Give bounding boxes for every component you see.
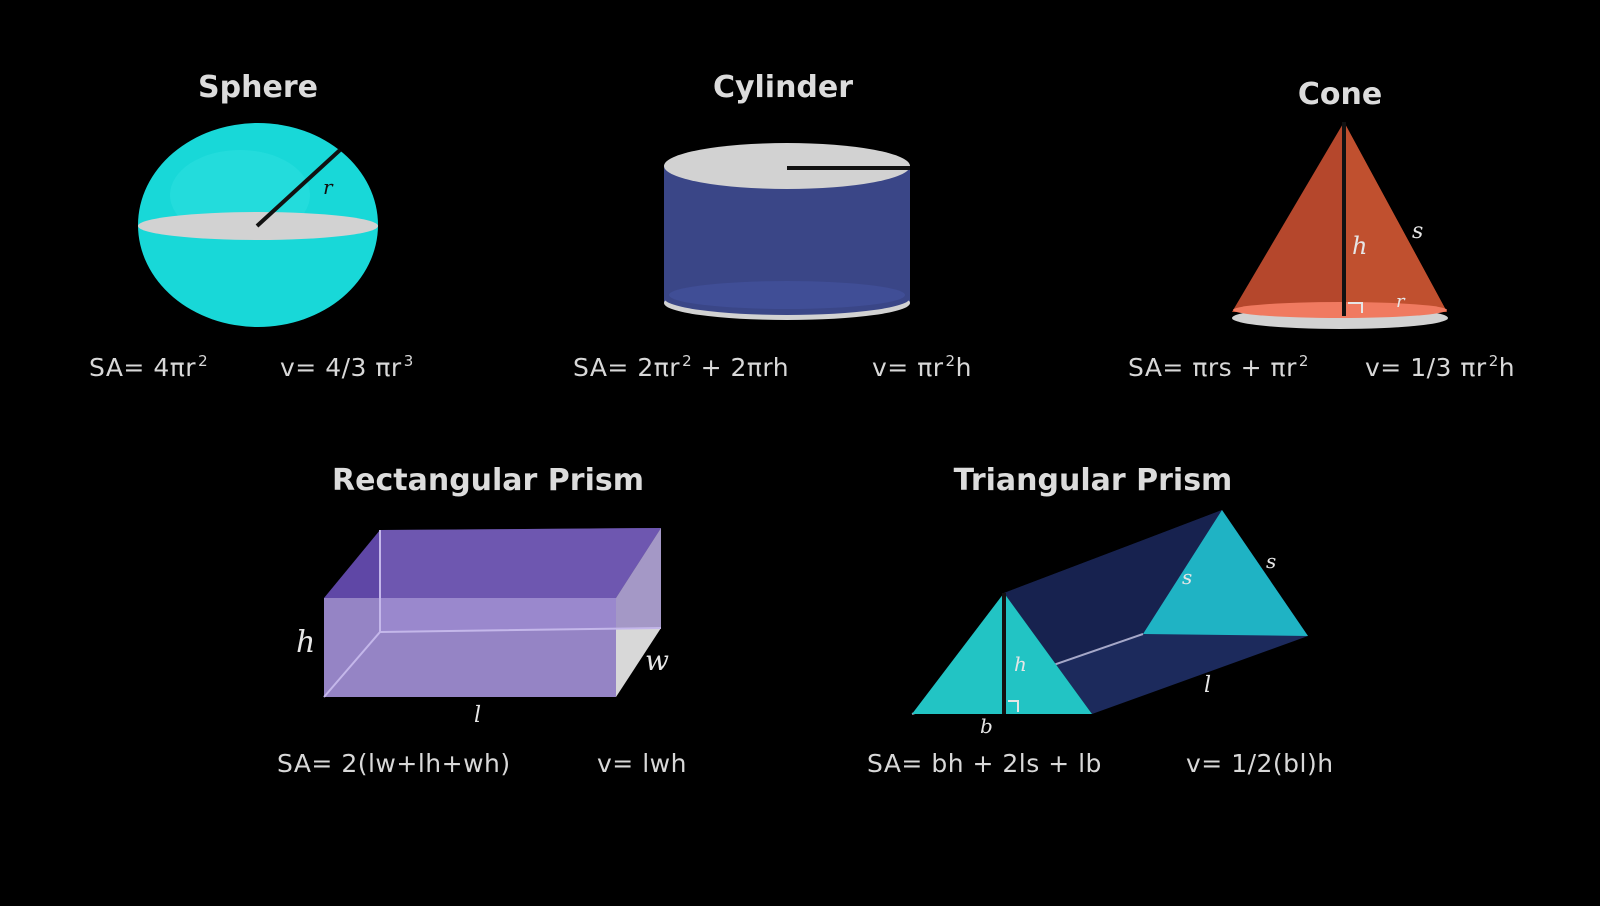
rectangular-prism-shape: h w l xyxy=(296,528,669,728)
sphere-sa-exponent: 2 xyxy=(198,352,209,370)
cylinder-volume-formula: v= πr 2h xyxy=(872,352,972,382)
tri-prism-height-label: h xyxy=(1014,652,1027,676)
cylinder-v-text-1: v= πr xyxy=(872,353,944,382)
cone-right-angle-mark xyxy=(1348,302,1363,313)
cone-shape: h s r xyxy=(1232,122,1448,329)
cylinder-sa-text-1: SA= 2πr xyxy=(573,353,681,382)
cone-sa-text: SA= πrs + πr xyxy=(1128,353,1297,382)
sphere-shape: r xyxy=(138,123,378,327)
cylinder-v-text-2: h xyxy=(955,353,972,382)
sphere-title: Sphere xyxy=(198,70,318,105)
rect-prism-length-label: l xyxy=(474,703,481,728)
rect-prism-volume-formula: v= lwh xyxy=(597,749,687,778)
triangular-prism-title: Triangular Prism xyxy=(953,463,1233,498)
cone-title: Cone xyxy=(1297,77,1383,112)
cone-v-text-2: h xyxy=(1498,353,1516,382)
triangular-prism-shape: s s h b l xyxy=(911,510,1308,738)
rectangular-prism-title: Rectangular Prism xyxy=(332,463,644,498)
cylinder-title: Cylinder xyxy=(712,70,854,105)
sphere-v-text: v= 4/3 πr xyxy=(280,353,402,382)
sphere-sa-text: SA= 4πr xyxy=(89,353,197,382)
tri-prism-side-label-2: s xyxy=(1266,549,1276,573)
cone-height-label: h xyxy=(1352,232,1367,260)
sphere-surface-area-formula: SA= 4πr 2 xyxy=(89,352,208,382)
rect-prism-width-label: w xyxy=(645,644,669,677)
cylinder-surface-area-formula: SA= 2πr 2 + 2πrh xyxy=(573,352,789,382)
cylinder-sa-text-2: + 2πrh xyxy=(692,353,790,382)
cylinder-sa-exponent: 2 xyxy=(682,352,693,370)
cone-sa-exponent: 2 xyxy=(1298,352,1309,370)
cylinder-shape xyxy=(664,143,910,320)
sphere-radius-line xyxy=(255,148,342,228)
tri-prism-volume-formula: v= 1/2(bl)h xyxy=(1186,749,1334,778)
cylinder-v-exponent: 2 xyxy=(945,352,956,370)
tri-prism-side-label-1: s xyxy=(1182,565,1192,589)
sphere-volume-formula: v= 4/3 πr 3 xyxy=(280,352,414,382)
cone-radius-label: r xyxy=(1396,291,1406,312)
cone-volume-formula: v= 1/3 πr 2h xyxy=(1365,352,1515,382)
cone-v-text-1: v= 1/3 πr xyxy=(1365,353,1487,382)
tri-prism-right-angle-mark xyxy=(1008,700,1019,712)
sphere-v-exponent: 3 xyxy=(403,352,414,370)
tri-prism-surface-area-formula: SA= bh + 2ls + lb xyxy=(867,749,1102,778)
rect-prism-surface-area-formula: SA= 2(lw+lh+wh) xyxy=(277,749,511,778)
tri-prism-base-label: b xyxy=(980,714,993,738)
sphere-radius-label: r xyxy=(323,175,334,199)
cone-v-exponent: 2 xyxy=(1488,352,1499,370)
cone-surface-area-formula: SA= πrs + πr 2 xyxy=(1128,352,1309,382)
cone-slant-label: s xyxy=(1412,219,1423,244)
tri-prism-length-label: l xyxy=(1204,673,1211,698)
rect-prism-height-label: h xyxy=(296,625,315,660)
